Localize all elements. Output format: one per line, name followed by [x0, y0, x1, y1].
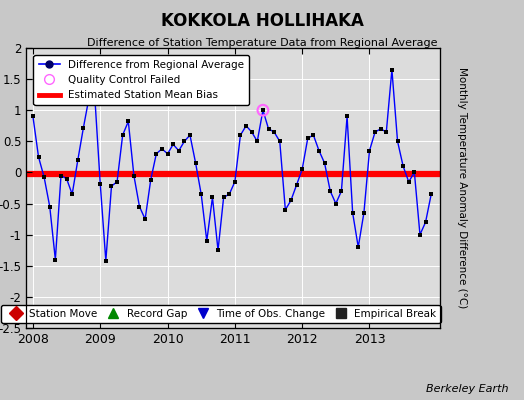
Point	[236, 132, 245, 138]
Point	[303, 135, 312, 142]
Point	[309, 132, 318, 138]
Text: Berkeley Earth: Berkeley Earth	[426, 384, 508, 394]
Point	[371, 129, 379, 135]
Point	[399, 163, 407, 170]
Point	[225, 191, 234, 198]
Point	[62, 176, 71, 182]
Point	[231, 178, 239, 185]
Point	[208, 194, 216, 200]
Point	[253, 138, 261, 144]
Point	[102, 258, 110, 264]
Point	[163, 150, 172, 157]
Point	[158, 146, 166, 152]
Point	[107, 183, 116, 189]
Point	[135, 204, 144, 210]
Point	[247, 129, 256, 135]
Point	[85, 94, 93, 101]
Point	[377, 126, 385, 132]
Point	[394, 138, 402, 144]
Point	[40, 174, 48, 181]
Point	[276, 138, 284, 144]
Point	[427, 191, 435, 198]
Point	[343, 113, 351, 120]
Point	[281, 206, 290, 213]
Point	[74, 157, 82, 163]
Point	[270, 129, 278, 135]
Point	[124, 118, 133, 125]
Point	[118, 132, 127, 138]
Point	[57, 172, 65, 179]
Point	[79, 124, 88, 131]
Point	[174, 148, 183, 154]
Point	[203, 238, 211, 244]
Point	[359, 210, 368, 216]
Point	[197, 191, 205, 198]
Point	[405, 178, 413, 185]
Legend: Station Move, Record Gap, Time of Obs. Change, Empirical Break: Station Move, Record Gap, Time of Obs. C…	[1, 305, 441, 323]
Text: KOKKOLA HOLLIHAKA: KOKKOLA HOLLIHAKA	[160, 12, 364, 30]
Point	[186, 132, 194, 138]
Point	[96, 180, 104, 187]
Point	[326, 188, 334, 194]
Point	[320, 160, 329, 166]
Point	[147, 177, 155, 183]
Point	[113, 178, 121, 185]
Point	[388, 66, 396, 73]
Text: Difference of Station Temperature Data from Regional Average: Difference of Station Temperature Data f…	[87, 38, 437, 48]
Point	[332, 200, 340, 207]
Point	[264, 126, 272, 132]
Point	[315, 148, 323, 154]
Point	[382, 129, 390, 135]
Point	[169, 141, 177, 148]
Point	[220, 194, 228, 200]
Point	[259, 107, 267, 114]
Point	[91, 92, 99, 98]
Point	[35, 154, 43, 160]
Point	[298, 166, 307, 172]
Point	[354, 244, 363, 250]
Point	[287, 197, 295, 204]
Point	[292, 182, 301, 188]
Point	[337, 188, 346, 194]
Point	[365, 148, 374, 154]
Point	[68, 191, 77, 198]
Point	[180, 138, 189, 144]
Y-axis label: Monthly Temperature Anomaly Difference (°C): Monthly Temperature Anomaly Difference (…	[457, 67, 467, 309]
Point	[410, 169, 419, 176]
Point	[130, 172, 138, 179]
Point	[348, 210, 357, 216]
Point	[191, 160, 200, 166]
Point	[259, 107, 267, 114]
Point	[214, 247, 222, 254]
Point	[46, 204, 54, 210]
Point	[29, 113, 37, 120]
Point	[242, 122, 250, 129]
Point	[416, 232, 424, 238]
Point	[51, 256, 60, 263]
Point	[152, 150, 160, 157]
Point	[421, 219, 430, 226]
Point	[141, 216, 149, 222]
